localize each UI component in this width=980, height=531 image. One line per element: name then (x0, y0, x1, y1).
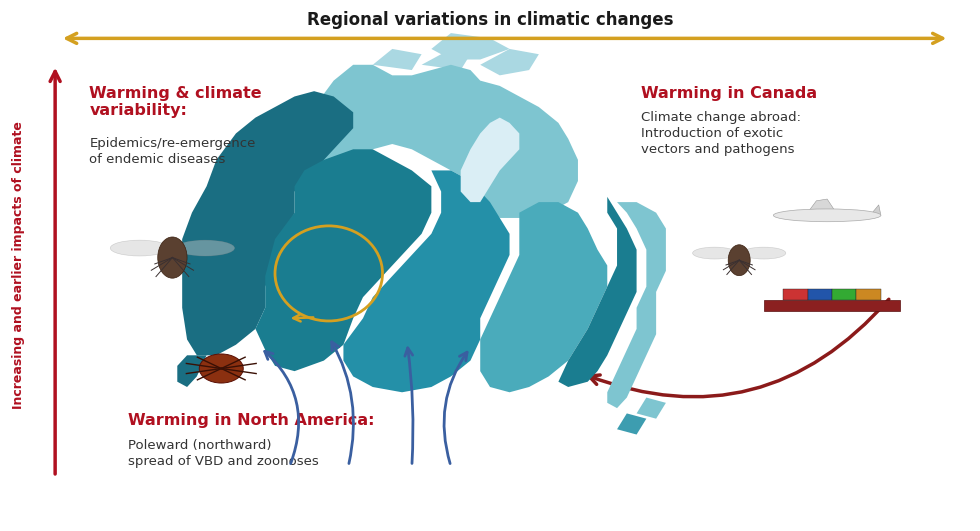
Polygon shape (870, 205, 881, 215)
Polygon shape (480, 49, 539, 75)
Text: Warming & climate
variability:: Warming & climate variability: (89, 86, 262, 118)
Ellipse shape (742, 247, 786, 259)
Ellipse shape (176, 240, 234, 256)
Ellipse shape (199, 354, 243, 383)
Polygon shape (343, 170, 510, 392)
Text: Warming in Canada: Warming in Canada (642, 86, 817, 101)
Polygon shape (285, 65, 578, 218)
Polygon shape (256, 149, 431, 371)
Polygon shape (637, 398, 665, 418)
Ellipse shape (693, 247, 737, 259)
Polygon shape (461, 117, 519, 202)
Polygon shape (857, 289, 881, 300)
Text: Regional variations in climatic changes: Regional variations in climatic changes (307, 11, 673, 29)
Text: Increasing and earlier impacts of climate: Increasing and earlier impacts of climat… (13, 122, 25, 409)
Polygon shape (431, 33, 510, 59)
Polygon shape (832, 289, 857, 300)
Polygon shape (182, 91, 353, 355)
Ellipse shape (728, 245, 750, 276)
Ellipse shape (773, 209, 881, 222)
Polygon shape (177, 355, 207, 387)
Polygon shape (763, 300, 901, 312)
Polygon shape (608, 202, 665, 408)
Polygon shape (480, 202, 608, 392)
Text: Epidemics/re-emergence
of endemic diseases: Epidemics/re-emergence of endemic diseas… (89, 136, 256, 166)
Text: Climate change abroad:
Introduction of exotic
vectors and pathogens: Climate change abroad: Introduction of e… (642, 112, 802, 156)
Polygon shape (421, 49, 470, 70)
Polygon shape (372, 49, 421, 70)
Polygon shape (559, 197, 637, 387)
Text: Warming in North America:: Warming in North America: (128, 414, 375, 429)
Polygon shape (617, 414, 647, 434)
Polygon shape (806, 199, 838, 215)
Ellipse shape (111, 240, 169, 256)
Polygon shape (808, 289, 832, 300)
Ellipse shape (158, 237, 187, 278)
Polygon shape (783, 289, 808, 300)
Text: Poleward (northward)
spread of VBD and zoonoses: Poleward (northward) spread of VBD and z… (128, 439, 319, 468)
